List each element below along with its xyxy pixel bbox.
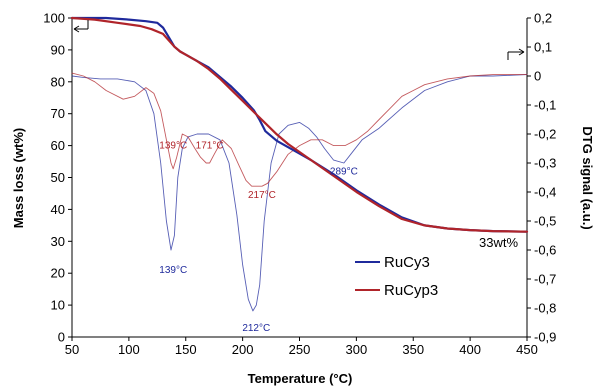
y-tick-label: 100 (43, 11, 65, 26)
y-tick-label: 30 (51, 234, 65, 249)
y-tick-label: 80 (51, 74, 65, 89)
y2-tick-label: 0 (534, 69, 541, 84)
y-tick-label: 60 (51, 138, 65, 153)
y-tick-label: 90 (51, 42, 65, 57)
y2-tick-label: -0,3 (534, 156, 556, 171)
x-tick-label: 350 (402, 342, 424, 357)
y-tick-label: 40 (51, 202, 65, 217)
y2-tick-label: -0,6 (534, 243, 556, 258)
y-tick-label: 50 (51, 170, 65, 185)
peak-label: 139°C (159, 141, 187, 152)
y2-tick-label: -0,8 (534, 301, 556, 316)
y-axis-title: Mass loss (wt%) (11, 128, 26, 228)
series-line-rucyp3-dtg (71, 72, 528, 187)
legend-label-rucyp3: RuCyp3 (384, 282, 438, 299)
y2-tick-label: -0,2 (534, 127, 556, 142)
y2-tick-label: 0,2 (534, 11, 552, 26)
legend-label-rucy3: RuCy3 (384, 254, 430, 271)
y-tick-label: 10 (51, 298, 65, 313)
peak-label: 212°C (242, 323, 270, 334)
x-tick-label: 50 (65, 342, 79, 357)
y-tick-label: 70 (51, 106, 65, 121)
left-axis-arrow-icon (73, 20, 89, 33)
peak-label: 217°C (248, 190, 276, 201)
x-tick-label: 450 (516, 342, 538, 357)
x-axis-title: Temperature (°C) (248, 371, 353, 386)
annotations: 139°C 171°C 217°C 139°C 212°C 289°C (159, 141, 358, 335)
y2-tick-label: 0,1 (534, 40, 552, 55)
x-tick-label: 300 (346, 342, 368, 357)
legend: RuCy3 RuCyp3 (355, 254, 438, 299)
right-axis-arrow-icon (507, 48, 525, 60)
y2-axis-title: DTG signal (a.u.) (580, 126, 593, 229)
x-tick-label: 100 (118, 342, 140, 357)
y2-tick-label: -0,9 (534, 330, 556, 345)
x-tick-label: 150 (175, 342, 197, 357)
y2-tick-label: -0,5 (534, 214, 556, 229)
y2-tick-label: -0,7 (534, 272, 556, 287)
y2-tick-label: -0,4 (534, 185, 556, 200)
x-tick-label: 400 (459, 342, 481, 357)
y-tick-label: 20 (51, 266, 65, 281)
x-tick-label: 250 (289, 342, 311, 357)
peak-label: 139°C (159, 265, 187, 276)
series-line-rucy3 (70, 16, 529, 233)
series-line-rucy3-dtg (71, 74, 528, 312)
peak-label: 289°C (330, 167, 358, 178)
series-layer (70, 16, 529, 312)
y-tick-label: 0 (58, 330, 65, 345)
y2-tick-label: -0,1 (534, 98, 556, 113)
end-label: 33wt% (479, 235, 518, 250)
x-tick-label: 200 (232, 342, 254, 357)
series-line-rucyp3 (70, 16, 529, 233)
axes: 50 100 150 200 250 300 350 400 450 0 10 20 30 40 50 60 7… (43, 11, 556, 358)
peak-label: 171°C (196, 141, 224, 152)
